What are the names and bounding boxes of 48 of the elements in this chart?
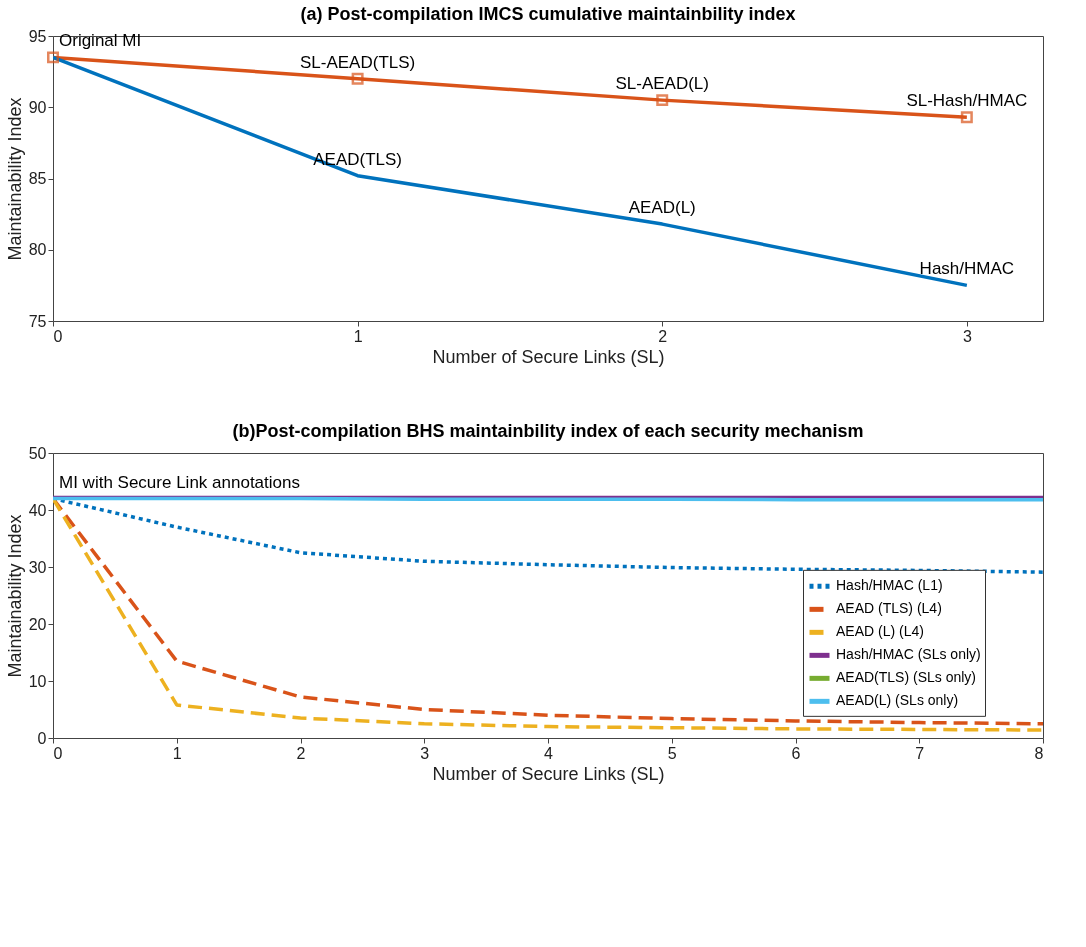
x-tick-label: 3 (420, 744, 430, 762)
legend-label: AEAD(L) (SLs only) (836, 692, 959, 709)
y-tick-label: 10 (28, 672, 47, 690)
x-tick-label: 7 (915, 744, 925, 762)
annotation: SL-Hash/HMAC (906, 91, 1028, 111)
y-axis-title: Maintainability Index (4, 514, 25, 678)
y-tick-label: 0 (37, 729, 47, 747)
x-tick-label: 0 (53, 327, 63, 345)
y-tick-label: 80 (28, 241, 47, 259)
legend-label: Hash/HMAC (SLs only) (836, 646, 981, 663)
y-tick-label: 85 (28, 170, 47, 187)
legend-label: AEAD(TLS) (SLs only) (836, 669, 977, 686)
chart-title: (a) Post-compilation IMCS cumulative maintainbility index (300, 4, 796, 24)
y-tick-label: 90 (28, 98, 47, 116)
annotation: AEAD(L) (628, 198, 696, 218)
annotation: SL-AEAD(L) (615, 74, 709, 94)
annotation: Hash/HMAC (919, 259, 1015, 279)
point (960, 111, 973, 124)
point (47, 51, 59, 64)
legend-label: Hash/HMAC (L1) (836, 577, 943, 594)
annotation: AEAD(TLS) (313, 149, 403, 169)
point (351, 72, 364, 85)
x-tick-label: 8 (1034, 744, 1044, 762)
y-tick-label: 40 (28, 501, 47, 519)
annotation: MI with Secure Link annotations (59, 472, 300, 492)
x-tick-label: 1 (172, 744, 182, 762)
x-tick-label: 5 (667, 744, 677, 762)
y-axis-title: Maintainability Index (4, 97, 25, 261)
y-tick-label: 95 (28, 27, 47, 45)
legend-label: AEAD (TLS) (L4) (836, 600, 942, 617)
x-tick-label: 2 (658, 327, 668, 345)
y-tick-label: 75 (28, 312, 47, 330)
y-tick-label: 20 (28, 615, 47, 633)
x-axis-title: Number of Secure Links (SL) (432, 346, 665, 367)
y-tick-label: 50 (28, 444, 47, 462)
x-tick-label: 1 (353, 327, 363, 345)
x-tick-label: 4 (544, 744, 554, 762)
x-tick-label: 0 (53, 744, 63, 762)
x-tick-label: 2 (296, 744, 306, 762)
legend-label: AEAD (L) (L4) (836, 623, 924, 640)
annotation: SL-AEAD(TLS) (299, 52, 416, 72)
point (656, 94, 669, 107)
annotation: Original MI (59, 31, 142, 51)
chart-title: (b)Post-compilation BHS maintainbility index of each security mechanism (232, 421, 864, 441)
x-axis-title: Number of Secure Links (SL) (432, 763, 665, 784)
y-tick-label: 30 (28, 558, 47, 576)
x-tick-label: 6 (791, 744, 801, 762)
x-tick-label: 3 (962, 327, 972, 345)
